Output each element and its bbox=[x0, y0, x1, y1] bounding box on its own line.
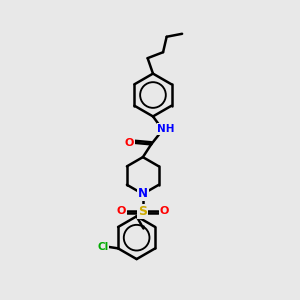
Text: O: O bbox=[160, 206, 169, 216]
Text: O: O bbox=[125, 138, 134, 148]
Text: Cl: Cl bbox=[97, 242, 108, 252]
Text: N: N bbox=[138, 188, 148, 200]
Text: O: O bbox=[117, 206, 126, 216]
Text: S: S bbox=[138, 205, 147, 218]
Text: NH: NH bbox=[157, 124, 175, 134]
